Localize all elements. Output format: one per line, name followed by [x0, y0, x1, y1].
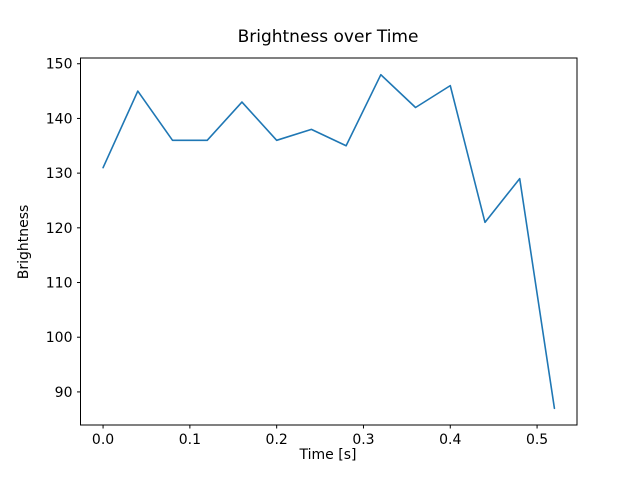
x-tick-label: 0.1 [179, 432, 201, 448]
x-tick-label: 0.0 [92, 432, 114, 448]
y-tick-label: 130 [46, 166, 73, 182]
y-tick-label: 120 [46, 221, 73, 237]
y-tick-label: 100 [46, 330, 73, 346]
y-tick-label: 150 [46, 57, 73, 73]
x-tick-label: 0.3 [352, 432, 374, 448]
x-tick-label: 0.4 [439, 432, 461, 448]
x-axis-label: Time [s] [299, 447, 357, 463]
x-tick-label: 0.5 [526, 432, 548, 448]
chart-title: Brightness over Time [237, 27, 419, 47]
plot-line [102, 73, 556, 410]
x-tick-label: 0.2 [266, 432, 288, 448]
y-tick-label: 110 [46, 276, 73, 292]
axes-spines [80, 57, 578, 426]
y-tick-label: 90 [55, 385, 73, 401]
y-tick-label: 140 [46, 111, 73, 127]
